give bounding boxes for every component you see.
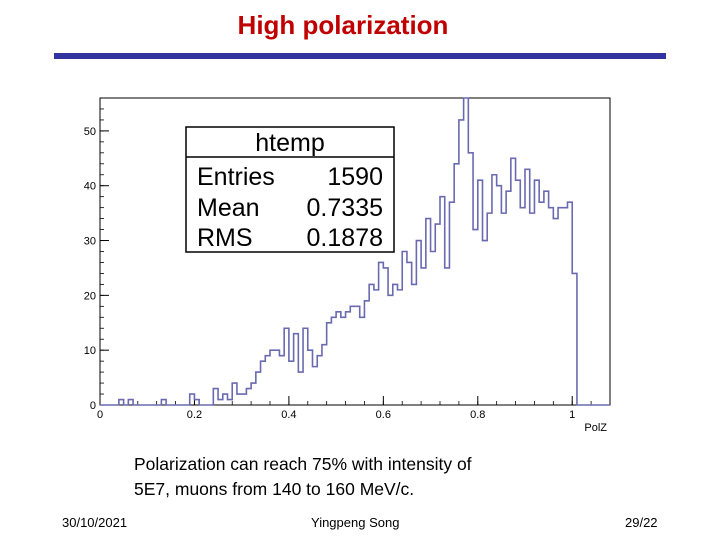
x-axis-label: PolZ [584, 422, 607, 434]
x-tick-label: 0.8 [470, 409, 485, 421]
stats-box-frame [185, 126, 395, 253]
footer-date: 30/10/2021 [62, 515, 128, 530]
title-underline-bar [54, 53, 666, 59]
stats-box-title: htemp [255, 129, 324, 157]
x-axis-ticks: 0 0.2 0.4 0.6 0.8 1 [97, 396, 611, 421]
x-tick-label: 0.4 [281, 409, 296, 421]
stats-mean-label: Mean [197, 194, 260, 222]
slide-title: High polarization [237, 10, 449, 40]
footer-author: Yingpeng Song [311, 515, 400, 530]
stats-rms-value: 0.1878 [307, 224, 383, 252]
y-tick-label: 50 [84, 126, 96, 138]
x-tick-label: 1 [569, 409, 575, 421]
y-axis-ticks: 0 10 20 30 40 50 [84, 97, 109, 412]
slide-caption: Polarization can reach 75% with intensit… [134, 452, 554, 502]
y-tick-label: 40 [84, 181, 96, 193]
x-tick-label: 0.6 [376, 409, 391, 421]
x-tick-label: 0.2 [187, 409, 202, 421]
y-tick-label: 0 [90, 400, 96, 412]
stats-mean-value: 0.7335 [307, 194, 383, 222]
x-tick-label: 0 [97, 409, 103, 421]
stats-box: htemp Entries 1590 Mean 0.7335 RMS 0.187… [185, 126, 395, 253]
y-tick-label: 20 [84, 290, 96, 302]
caption-line-1: Polarization can reach 75% with intensit… [134, 454, 472, 474]
caption-line-2: 5E7, muons from 140 to 160 MeV/c. [134, 479, 415, 499]
y-tick-label: 30 [84, 236, 96, 248]
histogram-series-line [100, 97, 610, 406]
footer-page-number: 29/22 [625, 515, 658, 530]
stats-entries-value: 1590 [327, 163, 383, 191]
stats-entries-label: Entries [197, 163, 275, 191]
y-tick-label: 10 [84, 345, 96, 357]
stats-rms-label: RMS [197, 224, 253, 252]
